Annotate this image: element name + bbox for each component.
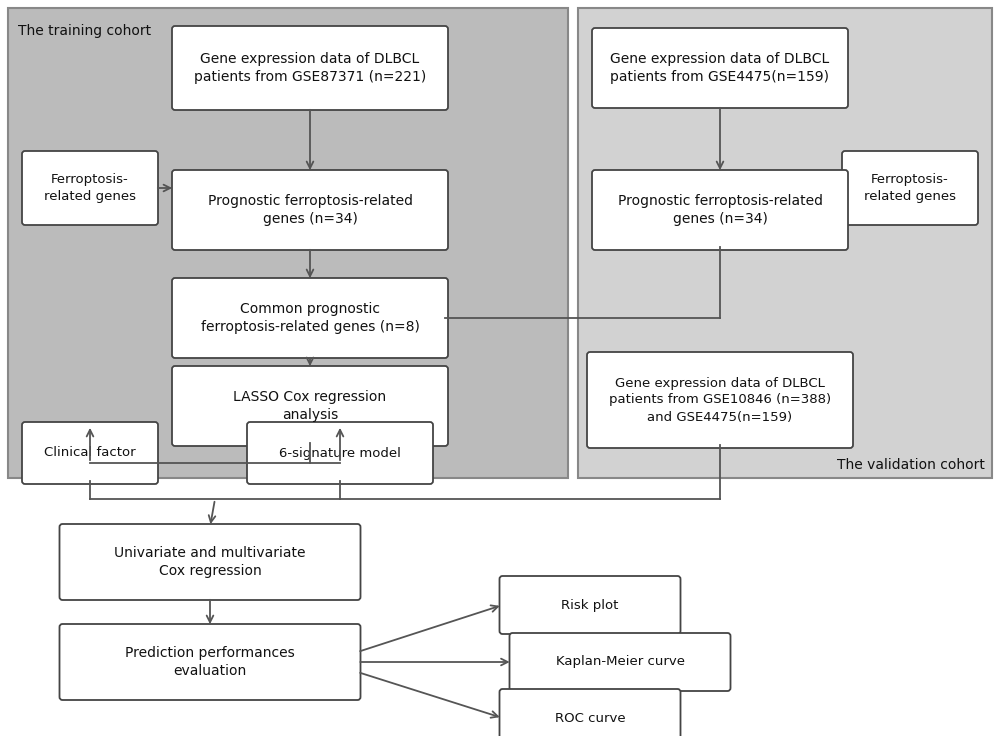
FancyBboxPatch shape [592, 170, 848, 250]
Text: Common prognostic
ferroptosis-related genes (n=8): Common prognostic ferroptosis-related ge… [201, 302, 419, 334]
Text: The training cohort: The training cohort [18, 24, 151, 38]
FancyBboxPatch shape [22, 422, 158, 484]
FancyBboxPatch shape [510, 633, 730, 691]
Text: Clinical factor: Clinical factor [44, 447, 136, 459]
FancyBboxPatch shape [22, 151, 158, 225]
FancyBboxPatch shape [842, 151, 978, 225]
FancyBboxPatch shape [247, 422, 433, 484]
Text: Gene expression data of DLBCL
patients from GSE10846 (n=388)
and GSE4475(n=159): Gene expression data of DLBCL patients f… [609, 377, 831, 423]
FancyBboxPatch shape [172, 26, 448, 110]
FancyBboxPatch shape [500, 576, 680, 634]
Text: Univariate and multivariate
Cox regression: Univariate and multivariate Cox regressi… [114, 546, 306, 578]
FancyBboxPatch shape [500, 689, 680, 736]
FancyBboxPatch shape [172, 170, 448, 250]
Text: Risk plot: Risk plot [561, 598, 619, 612]
FancyBboxPatch shape [578, 8, 992, 478]
Text: Ferroptosis-
related genes: Ferroptosis- related genes [864, 173, 956, 203]
FancyBboxPatch shape [60, 624, 360, 700]
Text: Gene expression data of DLBCL
patients from GSE4475(n=159): Gene expression data of DLBCL patients f… [610, 52, 830, 84]
Text: Kaplan-Meier curve: Kaplan-Meier curve [556, 656, 684, 668]
Text: Gene expression data of DLBCL
patients from GSE87371 (n=221): Gene expression data of DLBCL patients f… [194, 52, 426, 84]
FancyBboxPatch shape [8, 8, 568, 478]
Text: ROC curve: ROC curve [555, 712, 625, 724]
Text: Prognostic ferroptosis-related
genes (n=34): Prognostic ferroptosis-related genes (n=… [618, 194, 822, 226]
Text: Prognostic ferroptosis-related
genes (n=34): Prognostic ferroptosis-related genes (n=… [208, 194, 413, 226]
Text: The validation cohort: The validation cohort [837, 458, 985, 472]
FancyBboxPatch shape [172, 366, 448, 446]
Text: Prediction performances
evaluation: Prediction performances evaluation [125, 645, 295, 678]
FancyBboxPatch shape [60, 524, 360, 600]
FancyBboxPatch shape [592, 28, 848, 108]
FancyBboxPatch shape [172, 278, 448, 358]
FancyBboxPatch shape [587, 352, 853, 448]
Text: LASSO Cox regression
analysis: LASSO Cox regression analysis [233, 390, 387, 422]
Text: 6-signature model: 6-signature model [279, 447, 401, 459]
Text: Ferroptosis-
related genes: Ferroptosis- related genes [44, 173, 136, 203]
